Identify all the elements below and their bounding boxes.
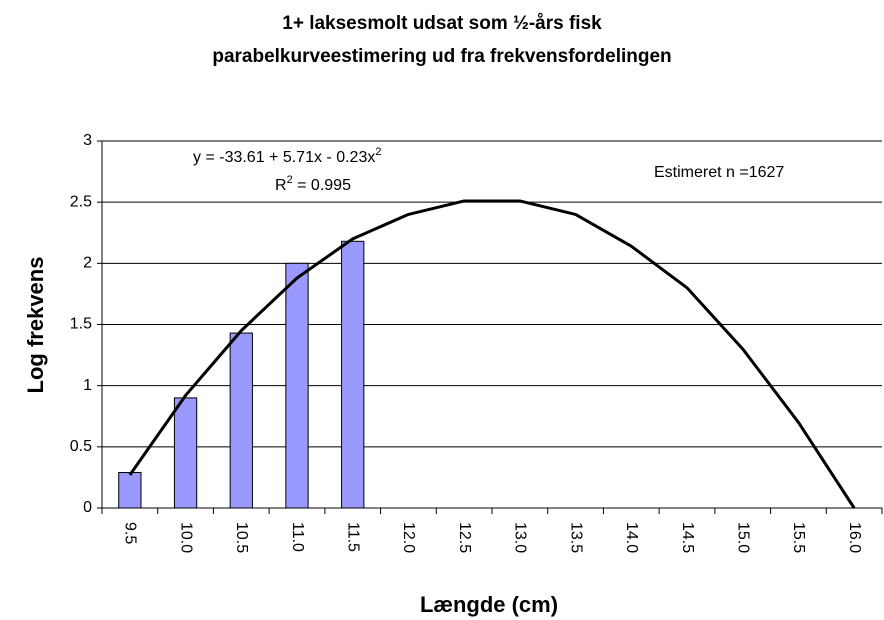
- x-tick-label: 14.0: [623, 522, 640, 553]
- y-tick-label: 1.5: [70, 316, 92, 333]
- y-tick-label: 2: [83, 255, 92, 272]
- x-tick-label: 10.0: [177, 522, 194, 553]
- x-tick-label: 11.5: [344, 522, 361, 552]
- x-tick-label: 13.0: [512, 522, 529, 553]
- x-tick-label: 16.0: [846, 522, 863, 553]
- bar: [118, 472, 142, 509]
- y-tick-label: 3: [83, 132, 92, 149]
- bar: [341, 240, 365, 509]
- r-squared-text: R: [275, 177, 287, 194]
- x-tick-label: 15.0: [734, 522, 751, 553]
- bar: [229, 332, 253, 509]
- r-squared-value: = 0.995: [293, 177, 351, 194]
- x-tick-label: 15.5: [790, 522, 807, 553]
- y-tick-label: 2.5: [70, 193, 92, 210]
- x-tick-label: 12.5: [456, 522, 473, 553]
- x-tick-label: 13.5: [567, 522, 584, 553]
- x-tick-label: 12.0: [400, 522, 417, 553]
- estimate: Estimeret n =1627: [654, 164, 784, 181]
- chart-title: parabelkurveestimering ud fra frekvensfo…: [212, 46, 671, 67]
- x-tick-label: 10.5: [233, 522, 250, 553]
- x-tick-label: 14.5: [679, 522, 696, 553]
- bar: [285, 262, 309, 509]
- y-tick-label: 1: [83, 377, 92, 394]
- r-squared: R2 = 0.995: [275, 174, 351, 194]
- x-tick-label: 11.0: [289, 522, 306, 552]
- fit-curve: [128, 199, 856, 509]
- equation: y = -33.61 + 5.71x - 0.23x2: [193, 146, 381, 166]
- chart-title: 1+ laksesmolt udsat som ½-års fisk: [282, 13, 602, 34]
- r-squared-exponent: 2: [287, 174, 293, 186]
- x-axis-title: Længde (cm): [420, 592, 558, 617]
- x-tick-label: 9.5: [122, 522, 139, 544]
- y-tick-label: 0.5: [70, 438, 92, 455]
- bar: [173, 397, 198, 509]
- equation-text: y = -33.61 + 5.71x - 0.23x: [193, 149, 375, 166]
- equation-exponent: 2: [375, 146, 381, 158]
- y-tick-label: 0: [83, 499, 92, 516]
- y-axis-title: Log frekvens: [23, 257, 48, 394]
